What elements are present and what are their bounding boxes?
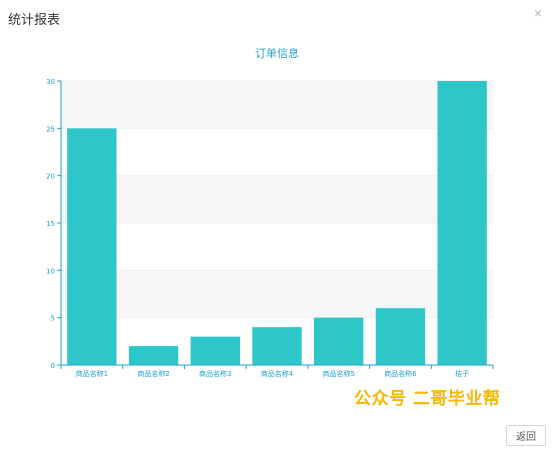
back-button[interactable]: 返回 [506, 425, 546, 446]
x-tick-label: 商品名称5 [322, 369, 354, 378]
x-tick-label: 商品名称1 [76, 369, 108, 378]
grid-band [61, 175, 493, 223]
bar-1[interactable] [67, 128, 117, 365]
y-tick-label: 10 [46, 267, 55, 275]
close-icon[interactable]: × [533, 5, 543, 21]
bar-6[interactable] [375, 308, 426, 365]
y-tick-label: 0 [51, 362, 55, 370]
x-tick-label: 商品名称4 [261, 369, 294, 378]
bar-5[interactable] [314, 317, 364, 365]
chart-svg: 订单信息 0 5 10 15 20 25 30 商品名称1 商品名称2 商品名称3 商品名称4 商品名… [46, 46, 494, 378]
watermark-text: 公众号 二哥毕业帮 [354, 389, 501, 409]
grid-band [61, 270, 493, 318]
y-tick-label: 5 [51, 315, 55, 323]
grid-band [61, 223, 493, 271]
x-tick-label: 桔子 [455, 369, 469, 378]
bar-4[interactable] [252, 327, 302, 365]
bar-2[interactable] [128, 346, 179, 365]
bar-3[interactable] [190, 336, 240, 365]
grid-band [61, 81, 493, 129]
x-tick-label: 商品名称3 [199, 369, 231, 378]
x-tick-label: 商品名称6 [384, 369, 417, 378]
order-chart: 订单信息 0 5 10 15 20 25 30 商品名称1 商品名称2 商品名称3 商品名称4 商品名… [0, 30, 554, 380]
dialog-title: 统计报表 [8, 12, 61, 27]
y-tick-label: 15 [46, 220, 55, 228]
grid-band [61, 128, 493, 176]
y-tick-label: 25 [46, 125, 55, 133]
x-tick-label: 商品名称2 [137, 369, 169, 378]
bar-7[interactable] [437, 81, 487, 365]
chart-title: 订单信息 [255, 46, 299, 60]
y-tick-label: 20 [46, 173, 55, 181]
y-tick-label: 30 [46, 78, 55, 86]
